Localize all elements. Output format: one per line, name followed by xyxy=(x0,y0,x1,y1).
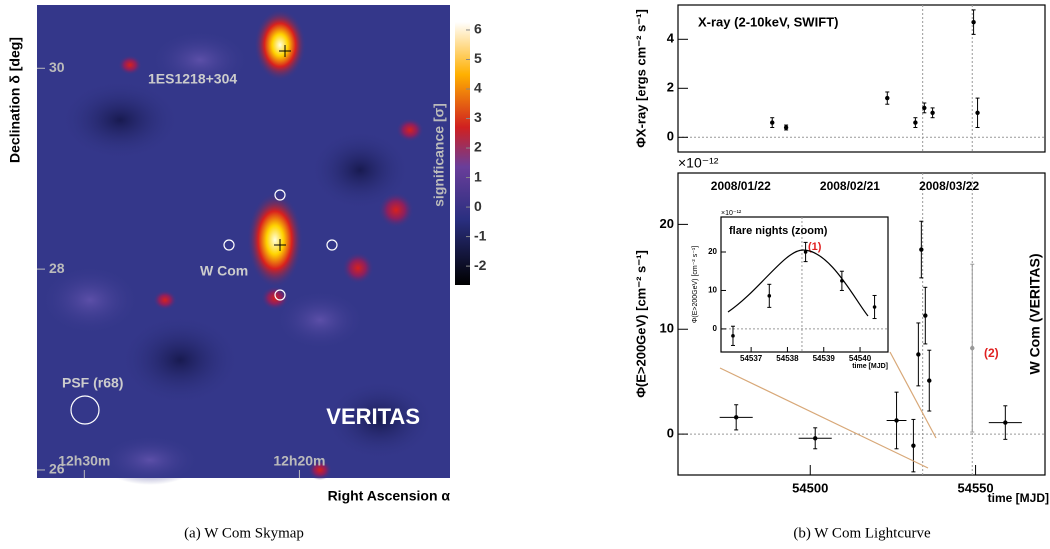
plot-frame xyxy=(677,4,1046,153)
x2-tick-label: 2008/01/22 xyxy=(711,179,771,193)
data-point xyxy=(916,352,921,357)
colorbar-tick-label: -2 xyxy=(474,257,487,273)
panel-title: flare nights (zoom) xyxy=(729,225,828,237)
colorbar-tick-label: 6 xyxy=(474,21,482,37)
y-tick-label: 20 xyxy=(660,216,674,231)
colorbar xyxy=(455,22,470,285)
source-label: 1ES1218+304 xyxy=(148,71,237,87)
y-tick-label: 30 xyxy=(49,59,65,75)
x2-tick-label: 2008/02/21 xyxy=(820,179,880,193)
data-point xyxy=(894,418,899,423)
axis-exponent: ×10 xyxy=(678,0,702,3)
x-tick-label: 12h30m xyxy=(58,453,110,469)
data-point xyxy=(872,305,877,309)
x-tick-label: 54537 xyxy=(740,354,763,363)
data-point xyxy=(783,125,789,130)
panel-title: X-ray (2-10keV, SWIFT) xyxy=(698,14,838,29)
y-tick-label: 20 xyxy=(708,247,717,256)
y-axis-label: Φ(E>200GeV) [cm⁻² s⁻¹] xyxy=(633,250,648,398)
y-tick-label: 4 xyxy=(667,31,675,46)
skymap xyxy=(37,5,450,485)
x-tick-label: 54500 xyxy=(792,480,828,495)
x-axis-label: time [MJD] xyxy=(988,491,1049,505)
x-tick-label: 54550 xyxy=(957,480,993,495)
data-point xyxy=(767,294,772,298)
data-point xyxy=(803,250,808,254)
source-markers xyxy=(274,45,291,251)
y-axis-label: ΦX-ray [ergs cm⁻² s⁻¹] xyxy=(633,9,648,148)
x-axis-label: Right Ascension α xyxy=(328,488,451,504)
plot-frame xyxy=(720,216,889,353)
colorbar-tick-label: 4 xyxy=(474,80,482,96)
x-axis-label: time [MJD] xyxy=(852,363,888,370)
data-point xyxy=(930,110,935,116)
data-point xyxy=(813,436,818,441)
y-axis-label: Φ(E>200GeV) [cm⁻² s⁻¹] xyxy=(692,246,699,323)
annotation: (1) xyxy=(808,241,822,253)
x-tick-label: 54540 xyxy=(849,354,872,363)
reflected-regions xyxy=(70,189,338,425)
x-tick-label: 12h20m xyxy=(273,453,325,469)
data-point xyxy=(1003,420,1008,425)
y-axis-label: Declination δ [deg] xyxy=(7,37,23,163)
y-tick-label: 26 xyxy=(49,461,65,477)
y-tick-label: 10 xyxy=(660,321,674,336)
data-point xyxy=(923,313,928,318)
y-tick-label: 0 xyxy=(667,426,674,441)
y-tick-label: 28 xyxy=(49,260,65,276)
fit-curve xyxy=(727,249,869,317)
x-tick-label: 54538 xyxy=(776,354,799,363)
data-point xyxy=(922,105,927,111)
data-point xyxy=(975,110,980,116)
panel-title: W Com (VERITAS) xyxy=(1027,253,1043,374)
caption: (a) W Com Skymap xyxy=(184,525,304,541)
data-point xyxy=(971,19,976,25)
data-point xyxy=(911,443,916,448)
y-tick-label: 10 xyxy=(708,286,717,295)
psf-label: PSF (r68) xyxy=(62,375,123,391)
y-tick-label: 0 xyxy=(667,129,674,144)
data-point xyxy=(733,415,739,420)
data-point xyxy=(731,334,735,338)
x-tick-label: 54539 xyxy=(813,354,836,363)
colorbar-tick-label: 2 xyxy=(474,139,482,155)
colorbar-tick-label: -1 xyxy=(474,227,487,243)
caption: (b) W Com Lightcurve xyxy=(793,525,931,541)
data-point xyxy=(970,345,975,351)
data-point xyxy=(885,95,890,101)
skymap-structure xyxy=(40,9,435,485)
axis-exponent: ×10⁻¹² xyxy=(721,210,742,217)
colorbar-tick-label: 3 xyxy=(474,109,482,125)
data-point xyxy=(927,378,932,383)
annotation: (2) xyxy=(984,346,999,360)
y-tick-label: 0 xyxy=(713,324,718,333)
data-point xyxy=(919,247,924,252)
lightcurve-annotations xyxy=(719,351,937,469)
axis-exponent: ×10⁻¹² xyxy=(678,155,719,171)
colorbar-tick-label: 0 xyxy=(474,198,482,214)
y-tick-label: 2 xyxy=(667,80,674,95)
colorbar-tick-label: 5 xyxy=(474,50,482,66)
skymap-title: VERITAS xyxy=(326,404,420,429)
colorbar-tick-label: 1 xyxy=(474,168,482,184)
x2-tick-label: 2008/03/22 xyxy=(919,179,979,193)
colorbar-label: significance [σ] xyxy=(431,103,447,207)
data-point xyxy=(913,120,918,125)
data-point xyxy=(770,120,775,125)
source-label: W Com xyxy=(200,263,248,279)
